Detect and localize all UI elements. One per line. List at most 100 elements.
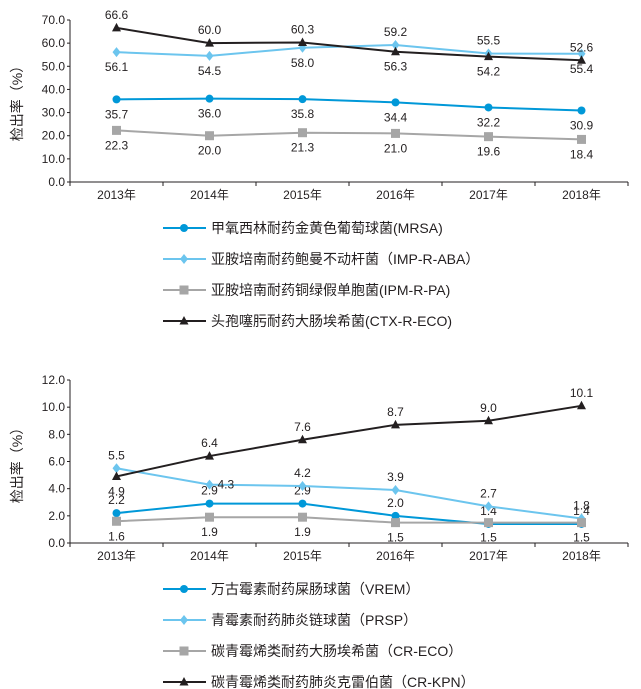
y-tick-label: 10.0	[42, 152, 66, 166]
series-line	[116, 467, 582, 520]
data-label: 20.0	[198, 144, 222, 158]
data-label: 1.5	[573, 531, 590, 545]
data-label: 21.3	[291, 141, 315, 155]
series-point	[298, 512, 307, 522]
legend-label: 碳青霉烯类耐药大肠埃希菌（CR-ECO）	[211, 643, 462, 659]
series-point	[205, 131, 214, 141]
data-label: 21.0	[384, 141, 408, 155]
legend-label: 青霉素耐药肺炎链球菌（PRSP）	[211, 612, 417, 628]
x-tick-label: 2015年	[283, 188, 322, 202]
data-label: 2.0	[387, 496, 404, 510]
y-tick-label: 50.0	[42, 59, 66, 73]
series-point	[391, 128, 400, 138]
legend-label: 亚胺培南耐药鲍曼不动杆菌（IMP-R-ABA）	[211, 251, 479, 267]
legend-marker	[179, 316, 189, 325]
y-tick-label: 12.0	[42, 373, 66, 387]
series-point	[577, 48, 586, 59]
x-tick-label: 2018年	[562, 188, 601, 202]
legend-label: 头孢噻肟耐药大肠埃希菌(CTX-R-ECO)	[211, 313, 452, 329]
x-tick-label: 2014年	[190, 188, 229, 202]
series-point	[577, 400, 586, 410]
data-label: 1.5	[480, 531, 497, 545]
series-point	[484, 132, 493, 142]
legend-marker	[180, 224, 188, 232]
series-line	[116, 129, 582, 141]
y-axis-label: 检出率（%）	[9, 421, 25, 503]
data-label: 59.2	[384, 25, 408, 39]
y-tick-label: 0.0	[48, 175, 65, 189]
data-label: 54.5	[198, 64, 222, 78]
y-tick-label: 40.0	[42, 82, 66, 96]
series-line	[116, 26, 582, 62]
data-label: 1.9	[294, 525, 311, 539]
y-tick-label: 8.0	[48, 427, 65, 441]
series-point	[577, 106, 586, 115]
data-label: 1.8	[573, 499, 590, 513]
data-label: 5.5	[108, 448, 125, 462]
series-point	[391, 511, 400, 520]
series-line	[116, 516, 582, 524]
series-point	[298, 128, 307, 138]
series-line	[116, 97, 582, 112]
data-label: 4.3	[218, 478, 235, 492]
y-tick-label: 10.0	[42, 400, 66, 414]
series-point	[484, 415, 493, 425]
data-label: 56.3	[384, 60, 408, 74]
data-label: 9.0	[480, 401, 497, 415]
series-point	[298, 95, 307, 104]
data-label: 36.0	[198, 107, 222, 121]
series-point	[484, 103, 493, 112]
data-label: 4.2	[294, 466, 311, 480]
series-point	[577, 55, 586, 64]
series-line	[116, 502, 582, 525]
data-label: 3.9	[387, 470, 404, 484]
data-label: 1.4	[573, 504, 590, 518]
series-point	[205, 38, 214, 47]
legend-marker	[179, 677, 189, 686]
y-tick-label: 2.0	[48, 509, 65, 523]
series-point	[112, 22, 121, 32]
data-label: 10.1	[570, 386, 594, 400]
series-point	[205, 451, 214, 460]
series-point	[391, 419, 400, 429]
x-tick-label: 2016年	[376, 549, 415, 563]
data-label: 7.6	[294, 420, 311, 434]
series-point	[298, 37, 307, 46]
x-tick-label: 2014年	[190, 549, 229, 563]
legend-marker	[179, 646, 189, 656]
series-point	[484, 518, 493, 528]
series-point	[298, 434, 307, 444]
x-tick-label: 2015年	[283, 549, 322, 563]
legend-label: 万古霉素耐药屎肠球菌（VREM）	[211, 581, 419, 597]
y-tick-label: 4.0	[48, 482, 65, 496]
data-label: 35.8	[291, 107, 315, 121]
series-point	[391, 39, 400, 50]
series-line	[116, 404, 582, 478]
y-tick-label: 60.0	[42, 36, 66, 50]
series-point	[391, 518, 400, 528]
legend-marker	[180, 585, 188, 593]
series-point	[112, 463, 121, 474]
x-tick-label: 2013年	[97, 549, 136, 563]
y-tick-label: 20.0	[42, 129, 66, 143]
x-tick-label: 2016年	[376, 188, 415, 202]
data-label: 35.7	[105, 107, 129, 121]
series-point	[205, 94, 214, 103]
series-point	[484, 501, 493, 512]
series-point	[205, 499, 214, 508]
data-label: 4.9	[108, 484, 125, 498]
legend-marker	[180, 254, 188, 264]
data-label: 32.2	[477, 115, 501, 129]
data-label: 1.9	[201, 525, 218, 539]
data-label: 58.0	[291, 56, 315, 70]
series-point	[112, 125, 121, 135]
series-point	[391, 98, 400, 107]
x-tick-label: 2013年	[97, 188, 136, 202]
data-label: 66.6	[105, 8, 129, 22]
data-label: 2.9	[201, 484, 218, 498]
data-label: 2.2	[108, 493, 125, 507]
y-tick-label: 70.0	[42, 13, 66, 27]
series-point	[484, 51, 493, 61]
y-tick-label: 0.0	[48, 536, 65, 550]
